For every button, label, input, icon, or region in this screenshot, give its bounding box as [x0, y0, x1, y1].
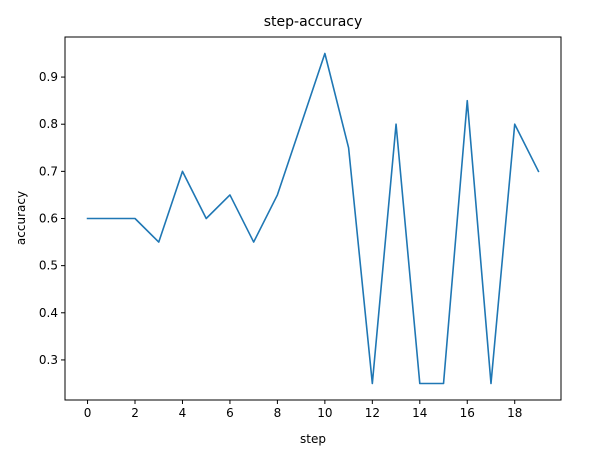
- plot-area-frame: [64, 36, 562, 401]
- x-tick-label: 12: [365, 406, 380, 420]
- y-tick-label: 0.9: [39, 70, 58, 84]
- y-tick-label: 0.3: [39, 353, 58, 367]
- y-axis-label: accuracy: [14, 191, 28, 245]
- x-tick-label: 2: [131, 406, 139, 420]
- x-tick-label: 4: [179, 406, 187, 420]
- y-tick-label: 0.7: [39, 164, 58, 178]
- series-line-0: [86, 52, 540, 385]
- x-tick-label: 6: [226, 406, 234, 420]
- y-tick-label: 0.8: [39, 117, 58, 131]
- y-tick-label: 0.4: [39, 306, 58, 320]
- y-tick-label: 0.6: [39, 212, 58, 226]
- x-tick-label: 14: [412, 406, 427, 420]
- chart-title: step-accuracy: [264, 14, 363, 30]
- x-tick-label: 18: [507, 406, 522, 420]
- ticks-layer: 0 2 4 6 8 10 12 14 16 18 0.3 0.4 0.5 0.6 0.7 0.8 0.9: [39, 70, 522, 420]
- series-layer: [86, 52, 540, 385]
- y-tick-label: 0.5: [39, 259, 58, 273]
- x-tick-label: 0: [84, 406, 92, 420]
- x-tick-label: 8: [274, 406, 282, 420]
- x-tick-label: 16: [460, 406, 475, 420]
- x-axis-label: step: [300, 432, 326, 446]
- x-tick-label: 10: [317, 406, 332, 420]
